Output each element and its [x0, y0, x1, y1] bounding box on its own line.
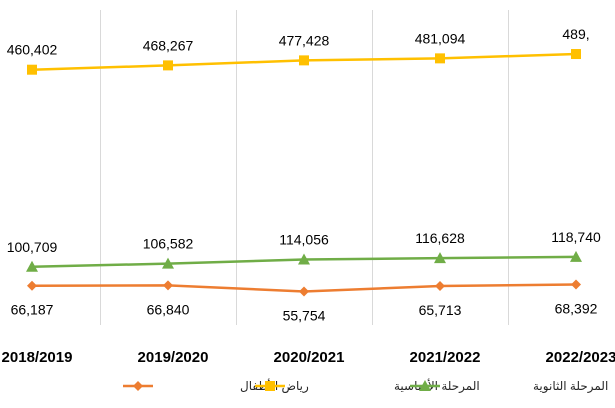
data-label: 477,428: [279, 32, 330, 48]
data-point: [419, 380, 431, 391]
data-point: [133, 381, 143, 391]
data-point: [27, 280, 37, 291]
data-label: 114,056: [279, 231, 329, 247]
data-label: 118,740: [551, 229, 601, 245]
x-tick-label: 2022/2023: [546, 349, 615, 366]
data-label: 116,628: [415, 230, 465, 246]
x-axis-ticks: 2018/2019 2019/2020 2020/2021 2021/2022 2022…: [2, 349, 615, 366]
x-tick-label: 2021/2022: [410, 349, 481, 366]
data-label: 100,709: [7, 239, 58, 255]
data-point: [570, 250, 582, 262]
x-tick-label: 2018/2019: [2, 349, 73, 366]
x-tick-label: 2020/2021: [274, 349, 345, 366]
data-point: [163, 60, 173, 71]
data-point: [571, 279, 581, 290]
data-label: 68,392: [555, 301, 598, 317]
data-point: [299, 55, 309, 66]
data-labels: 66,187 66,840 55,754 65,713 68,392 460,402 468…: [7, 26, 601, 323]
legend-label: المرحلة الثانوية: [533, 379, 608, 394]
series-layer: [26, 49, 582, 297]
data-point: [298, 253, 310, 265]
data-point: [162, 257, 174, 269]
legend: رياض الأطفال المرحلة الأساسية المرحلة الثا…: [123, 378, 608, 394]
data-point: [434, 252, 446, 264]
data-label: 106,582: [143, 236, 194, 252]
x-tick-label: 2019/2020: [138, 349, 209, 366]
data-label: 481,094: [415, 30, 466, 46]
data-label: 66,187: [11, 302, 54, 318]
data-point: [299, 286, 309, 297]
data-label: 65,713: [419, 302, 462, 318]
data-point: [435, 53, 445, 64]
data-label: 489,: [562, 26, 589, 42]
data-point: [571, 49, 581, 60]
data-label: 66,840: [147, 301, 190, 317]
data-label: 460,402: [7, 42, 58, 58]
legend-item: المرحلة الثانوية: [410, 379, 608, 394]
data-point: [27, 64, 37, 75]
data-label: 55,754: [283, 307, 326, 323]
data-point: [26, 260, 38, 272]
data-point: [163, 280, 173, 291]
data-point: [435, 280, 445, 291]
data-point: [265, 381, 275, 391]
data-label: 468,267: [143, 37, 194, 53]
